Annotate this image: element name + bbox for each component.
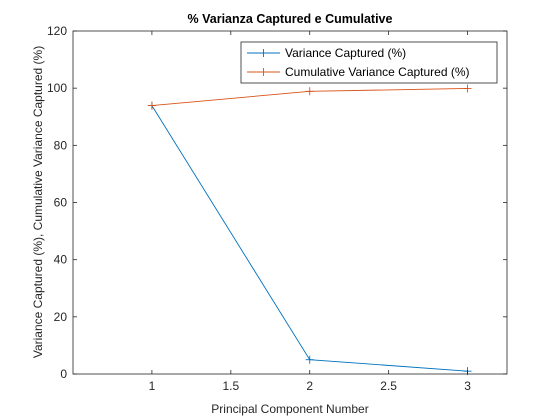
- x-tick-label: 1: [149, 379, 156, 393]
- legend-label-1: Variance Captured (%): [285, 46, 406, 60]
- series-1-point-2: [305, 355, 314, 364]
- axes-layer: 1 1.5 2 2.5 3 0 20 40 60 80 100 120: [47, 24, 508, 393]
- y-tick-label: 120: [47, 24, 67, 38]
- y-tick-label: 40: [54, 253, 68, 267]
- legend-marker-1: [259, 49, 268, 57]
- series-2-point-1: [147, 101, 156, 110]
- x-axis-label: Principal Component Number: [211, 402, 368, 416]
- y-axis-label: Variance Captured (%), Cumulative Varian…: [31, 46, 45, 358]
- chart-title: % Varianza Captured e Cumulative: [188, 12, 393, 26]
- plot-area: [73, 31, 507, 374]
- y-tick-label: 60: [54, 196, 68, 210]
- x-tick-label: 1.5: [222, 379, 239, 393]
- y-tick-label: 100: [47, 81, 67, 95]
- y-tick-label: 20: [54, 310, 68, 324]
- series-2-point-3: [463, 84, 472, 93]
- y-tick-label: 80: [54, 138, 68, 152]
- legend-marker-2: [259, 68, 268, 76]
- legend-label-2: Cumulative Variance Captured (%): [285, 65, 470, 79]
- y-tick-label: 0: [60, 367, 67, 381]
- x-tick-label: 3: [464, 379, 471, 393]
- legend: Variance Captured (%) Cumulative Variance…: [240, 41, 498, 84]
- x-tick-label: 2: [306, 379, 313, 393]
- x-tick-label: 2.5: [380, 379, 397, 393]
- legend-box: [240, 41, 498, 84]
- series-2-point-2: [305, 87, 314, 96]
